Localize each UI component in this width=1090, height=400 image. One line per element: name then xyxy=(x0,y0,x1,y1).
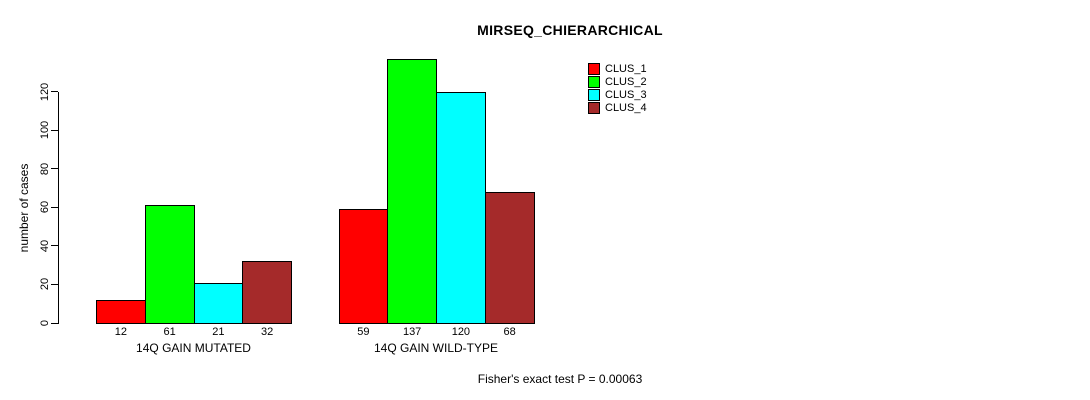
legend-swatch-clus-2 xyxy=(588,75,600,88)
legend-label: CLUS_4 xyxy=(605,101,647,114)
y-axis-line xyxy=(58,91,59,324)
y-tick-label: 40 xyxy=(39,239,51,253)
y-tick-label: 60 xyxy=(39,201,51,214)
y-tick-label: 20 xyxy=(39,278,51,291)
legend-swatch-clus-4 xyxy=(588,101,600,114)
bar-value-label: 61 xyxy=(163,326,176,338)
bar-clus-1 xyxy=(338,209,389,324)
legend: CLUS_1 CLUS_2 CLUS_3 CLUS_4 xyxy=(588,62,647,114)
y-tick-label: 100 xyxy=(39,121,51,140)
y-tick-label: 80 xyxy=(39,162,51,175)
bar-clus-3 xyxy=(193,282,244,324)
chart-title: MIRSEQ_CHIERARCHICAL xyxy=(477,22,663,38)
legend-label: CLUS_3 xyxy=(605,88,647,101)
y-tick-label: 120 xyxy=(39,82,51,101)
legend-label: CLUS_1 xyxy=(605,62,647,75)
legend-item: CLUS_1 xyxy=(588,62,647,75)
bar-clus-4 xyxy=(484,191,535,324)
legend-item: CLUS_4 xyxy=(588,101,647,114)
legend-label: CLUS_2 xyxy=(605,75,647,88)
legend-swatch-clus-3 xyxy=(588,88,600,101)
bar-value-label: 59 xyxy=(357,326,370,338)
bar-clus-2 xyxy=(387,58,437,324)
y-tick-mark xyxy=(51,283,58,285)
bar-value-label: 68 xyxy=(503,326,516,338)
legend-item: CLUS_2 xyxy=(588,75,647,88)
bar-value-label: 12 xyxy=(114,326,127,338)
bar-clus-3 xyxy=(436,91,486,324)
bar-value-label: 32 xyxy=(261,326,274,338)
legend-item: CLUS_3 xyxy=(588,88,647,101)
bar-clus-1 xyxy=(96,299,146,324)
y-tick-mark xyxy=(51,129,58,131)
bar-clus-2 xyxy=(144,205,195,324)
y-tick-label: 0 xyxy=(39,319,51,327)
bar-value-label: 137 xyxy=(402,326,422,338)
y-tick-mark xyxy=(51,245,58,247)
bar-value-label: 120 xyxy=(451,326,471,338)
x-category-label: 14Q GAIN MUTATED xyxy=(136,341,251,355)
x-category-label: 14Q GAIN WILD-TYPE xyxy=(373,341,499,355)
legend-swatch-clus-1 xyxy=(588,62,600,75)
y-tick-mark xyxy=(51,322,58,324)
bar-value-label: 21 xyxy=(212,326,225,338)
annotation-fisher-test: Fisher's exact test P = 0.00063 xyxy=(477,372,643,386)
y-tick-mark xyxy=(51,206,58,208)
bar-clus-4 xyxy=(242,261,292,324)
y-tick-mark xyxy=(51,91,58,93)
y-tick-mark xyxy=(51,168,58,170)
